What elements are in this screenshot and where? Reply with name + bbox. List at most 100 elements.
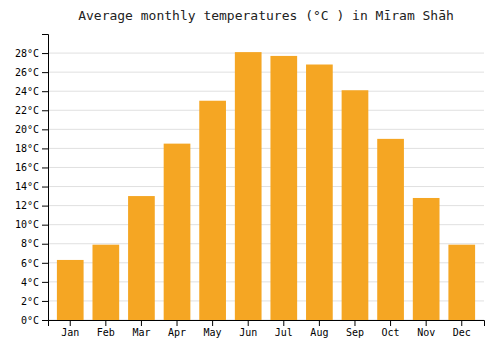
axis-line [49,321,485,327]
tick: 28°C [15,48,48,59]
grid-line [48,110,484,111]
bar [377,139,404,320]
tick: 20°C [15,124,48,135]
tick-mark [105,320,106,326]
tick-mark [42,244,48,245]
tick: Mar [132,320,150,338]
tick-label: Jan [61,327,79,338]
title: Average monthly temperatures (°C ) in Mī… [78,8,454,23]
tick-label: Aug [310,327,328,338]
plot: 0°C 2°C 4°C 6°C 8°C 10°C 12°C 14°C 16°C 18°C 20°C 2… [15,35,485,339]
tick-label: 28°C [15,48,39,59]
x-axis: Jan Feb Mar Apr May Jun Jul Aug Sep Oct Nov Dec [49,320,485,338]
grid-line [48,186,484,187]
tick-label: Dec [453,327,471,338]
tick-label: 20°C [15,124,39,135]
bar [57,260,84,320]
tick: 4°C [21,277,48,288]
tick: Apr [168,320,186,338]
grid-line [48,53,484,54]
tick: Jul [275,320,293,338]
bar [128,196,155,320]
axis-line [42,35,49,321]
tick-label: 12°C [15,200,39,211]
tick: Oct [382,320,400,338]
tick-label: Nov [417,327,435,338]
tick-mark [42,129,48,130]
tick-mark [426,320,427,326]
tick-label: 26°C [15,67,39,78]
tick: 12°C [15,200,48,211]
grid-line [48,167,484,168]
tick: Jun [239,320,257,338]
tick: Aug [310,320,328,338]
tick: 0°C [21,315,48,326]
tick: 6°C [21,258,48,269]
bar [413,198,440,320]
tick-label: 4°C [21,277,39,288]
tick-label: May [204,327,222,338]
tick-mark [248,320,249,326]
tick-mark [42,53,48,54]
bar [164,144,191,320]
bar [448,245,475,320]
tick: May [204,320,222,338]
grid-line [48,148,484,149]
tick: 2°C [21,296,48,307]
bars [57,52,475,320]
tick-mark [42,148,48,149]
bar [342,90,369,320]
tick-label: 10°C [15,219,39,230]
bar [306,65,333,320]
bar [92,245,119,320]
tick-mark [42,225,48,226]
tick-mark [42,187,48,188]
tick-label: 24°C [15,86,39,97]
tick-label: Feb [97,327,115,338]
tick: 26°C [15,67,48,78]
tick-mark [42,301,48,302]
tick-mark [177,320,178,326]
tick-mark [212,320,213,326]
tick-label: 18°C [15,143,39,154]
grid-line [48,72,484,73]
tick: 24°C [15,86,48,97]
tick-mark [283,320,284,326]
tick: 8°C [21,238,48,249]
tick-mark [42,282,48,283]
chart: 0°C 2°C 4°C 6°C 8°C 10°C 12°C 14°C 16°C 18°C 20°C 2… [0,0,500,350]
grid-line [48,129,484,130]
tick-mark [354,320,355,326]
tick-label: Mar [132,327,150,338]
tick-label: Jul [275,327,293,338]
tick-label: Sep [346,327,364,338]
tick: Nov [417,320,435,338]
tick-mark [141,320,142,326]
tick: 16°C [15,162,48,173]
tick: Feb [97,320,115,338]
tick-mark [70,320,71,326]
bar [270,56,297,320]
tick-label: 6°C [21,258,39,269]
grid-line [48,91,484,92]
bar [199,101,226,320]
tick-mark [461,320,462,326]
tick-mark [319,320,320,326]
tick-label: Apr [168,327,186,338]
tick-mark [42,263,48,264]
tick-label: 16°C [15,162,39,173]
bar [235,52,262,320]
y-axis: 0°C 2°C 4°C 6°C 8°C 10°C 12°C 14°C 16°C 18°C 20°C 2… [15,35,49,326]
grid [48,53,484,320]
tick-mark [42,206,48,207]
tick-mark [390,320,391,326]
tick: Sep [346,320,364,338]
tick-mark [42,320,48,321]
tick-mark [42,72,48,73]
tick-mark [42,91,48,92]
tick: 10°C [15,219,48,230]
tick: Dec [453,320,471,338]
tick: 14°C [15,181,48,192]
tick-mark [42,110,48,111]
tick-label: Oct [382,327,400,338]
